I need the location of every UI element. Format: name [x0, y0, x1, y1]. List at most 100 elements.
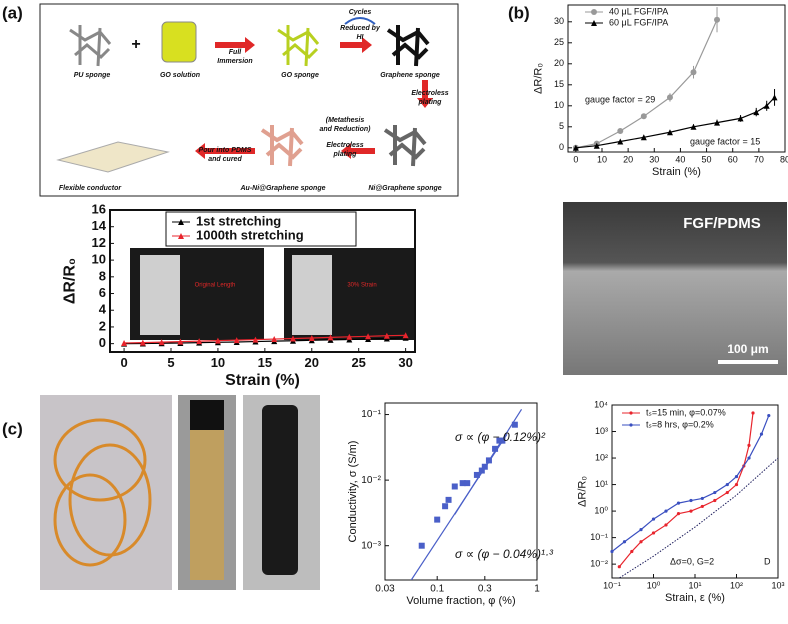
marker [271, 336, 278, 343]
marker [442, 503, 449, 510]
schematic-label: Graphene sponge [380, 72, 440, 79]
flexible-conductor [56, 141, 170, 173]
marker [734, 474, 739, 479]
legend-label: 40 μL FGF/IPA [609, 6, 668, 16]
panel-label: (a) [2, 3, 23, 22]
x-tick-label: 0.03 [375, 584, 395, 595]
y-tick-label: 0 [559, 142, 564, 152]
x-tick-label: 0.1 [430, 584, 444, 595]
y-tick-label: 25 [554, 37, 564, 47]
x-axis-label: Strain, ε (%) [665, 592, 725, 604]
x-tick-label: 10⁰ [647, 580, 661, 590]
black-rod [262, 405, 298, 575]
y-tick-label: 0 [99, 335, 106, 350]
annotation: σ ∝ (φ − 0.04%)¹·³ [455, 547, 554, 561]
marker [617, 565, 621, 569]
marker [640, 113, 647, 120]
x-tick-label: 30 [649, 154, 659, 164]
scale-label: 100 μm [727, 342, 768, 356]
marker [464, 480, 471, 487]
schematic-label: plating [333, 151, 358, 158]
marker [383, 332, 390, 339]
schematic-label: Immersion [217, 58, 252, 65]
y-tick-label: 4 [99, 302, 107, 317]
marker [725, 490, 729, 495]
x-tick-label: 10 [211, 355, 225, 370]
x-tick-label: 10⁻¹ [603, 580, 621, 590]
marker [630, 549, 634, 554]
y-tick-label: 10¹ [595, 479, 608, 489]
y-tick-label: 10³ [595, 426, 608, 436]
chart: 10⁻¹ 10⁰ 10¹ 10² 10³ 10⁻² 10⁻¹ 10⁰ 10¹ 10² 10³ 10⁴ S… [577, 399, 785, 604]
plot-frame [109, 209, 416, 353]
legend-label: 1st stretching [196, 213, 281, 228]
vial [190, 430, 224, 580]
marker [473, 471, 480, 478]
sem-image [563, 202, 787, 375]
x-tick-label: 0 [573, 154, 578, 164]
cycle-arrow [344, 17, 376, 25]
marker [139, 339, 146, 346]
annotation: D [764, 556, 771, 566]
marker [214, 337, 221, 344]
legend-label: tₛ=15 min, φ=0.07% [646, 407, 726, 417]
x-axis-label: Volume fraction, φ (%) [406, 595, 515, 607]
marker [651, 517, 656, 521]
marker [759, 432, 764, 436]
series-line [410, 433, 508, 580]
photo-label: 30% Strain [347, 283, 376, 289]
marker [478, 467, 485, 474]
ni-sponge [383, 125, 427, 167]
marker [327, 334, 334, 341]
x-tick-label: 0 [120, 355, 127, 370]
marker [572, 144, 579, 151]
schematic-label: Cycles [349, 9, 372, 16]
series-line [124, 334, 406, 344]
schematic-label: Flexible conductor [59, 185, 123, 192]
marker [308, 334, 315, 341]
x-tick-label: 10 [597, 154, 607, 164]
marker [177, 338, 184, 345]
marker [639, 528, 643, 532]
marker [365, 333, 372, 340]
marker [252, 336, 259, 343]
marker [511, 421, 518, 428]
marker [593, 142, 600, 149]
marker [767, 413, 771, 418]
x-tick-label: 60 [728, 154, 738, 164]
y-tick-label: 10⁻¹ [590, 532, 608, 542]
series-line [124, 337, 406, 345]
graphene-sponge [386, 25, 430, 67]
marker [290, 335, 296, 342]
marker [402, 332, 409, 339]
marker [178, 233, 184, 239]
x-tick-label: 15 [258, 355, 272, 370]
x-tick-label: 80 [780, 154, 788, 164]
y-tick-label: 10 [554, 100, 564, 110]
schematic-label: PU sponge [74, 72, 111, 79]
x-tick-label: 50 [702, 154, 712, 164]
schematic-label: GO sponge [281, 72, 319, 79]
schematic-label: (Metathesis [326, 117, 365, 124]
marker [640, 134, 647, 141]
marker [610, 549, 614, 554]
marker [689, 498, 693, 503]
chart: 0.03 0.1 0.3 1 10⁻³ 10⁻² 10⁻¹ Volume fraction, … [347, 402, 554, 607]
chart: 0 10 20 30 40 50 60 70 80 0 5 10 15 20 25 30 Strain (%) Δ… [533, 4, 788, 178]
y-tick-label: 16 [92, 201, 106, 216]
marker [158, 339, 165, 346]
x-tick-label: 1 [534, 584, 540, 595]
marker [734, 482, 739, 487]
marker [617, 138, 624, 145]
marker [591, 20, 597, 26]
marker [690, 69, 697, 76]
schematic-label: GO solution [160, 72, 200, 79]
x-tick-label: 10² [730, 580, 743, 590]
marker [690, 123, 697, 130]
marker [725, 482, 729, 487]
x-tick-label: 30 [398, 355, 412, 370]
panel-label: (c) [2, 419, 23, 438]
marker [747, 456, 751, 460]
y-tick-label: 14 [92, 218, 107, 233]
